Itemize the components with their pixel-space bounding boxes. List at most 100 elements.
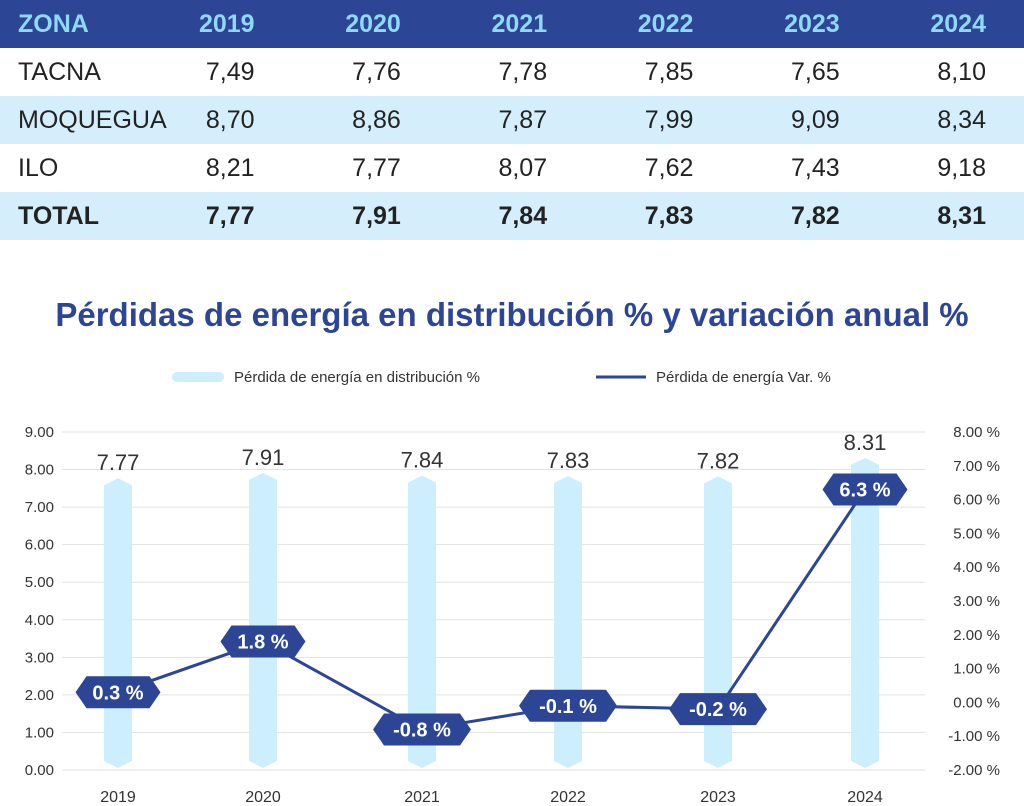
value-cell: 7,65 [791,57,840,86]
y-left-tick-label: 7.00 [25,499,54,516]
bar [104,478,132,768]
value-cell: 7,87 [498,105,548,134]
value-cell: 8,70 [205,105,255,134]
value-cell: 7,99 [644,105,694,134]
line-series: 0.3 % 1.8 % -0.8 % -0.1 % -0.2 % 6.3 % [75,473,908,746]
y-left-tick-label: 9.00 [25,424,54,441]
chart-legend: Pérdida de energía en distribución % Pérd… [172,369,831,386]
value-cell: 7,85 [644,57,694,86]
header-2021: 2021 [491,9,548,38]
y-left-tick-label: 2.00 [25,687,54,704]
value-cell: 7,83 [644,201,694,230]
legend-bar-label: Pérdida de energía en distribución % [234,369,480,386]
line-point-badge [669,693,767,726]
value-cell: 7,78 [498,57,548,86]
value-cell: 8,21 [205,153,255,182]
bar-value-label: 7.83 [547,448,590,473]
zona-table: ZONA 2019 2020 2021 2022 2023 2024 TACNA… [0,0,1024,240]
zona-cell: ILO [18,153,59,182]
value-cell: 7,91 [352,201,401,230]
value-cell: 7,76 [352,57,401,86]
chart-title: Pérdidas de energía en distribución % y … [55,296,969,333]
x-tick-label: 2023 [700,789,736,806]
value-cell: 7,62 [644,153,694,182]
bar-value-label: 7.77 [97,450,140,475]
chart: Pérdida de energía en distribución % Pérd… [25,369,1000,806]
table-header-row: ZONA 2019 2020 2021 2022 2023 2024 [0,0,1024,48]
value-cell: 7,84 [498,201,548,230]
value-cell: 7,77 [352,153,401,182]
y-left-tick-label: 4.00 [25,612,54,629]
bar [851,457,879,768]
value-cell: 8,07 [498,153,548,182]
legend-bar-swatch [172,372,224,382]
y-right-tick-label: 2.00 % [953,627,1000,644]
y-left-tick-label: 3.00 [25,649,54,666]
table-row: MOQUEGUA 8,70 8,86 7,87 7,99 9,09 8,34 [0,96,1024,144]
value-cell: 7,77 [205,201,255,230]
bar-value-label: 7.84 [401,448,444,473]
line-point-badge [220,625,306,658]
value-cell: 8,10 [937,57,986,86]
table-row: ILO 8,21 7,77 8,07 7,62 7,43 9,18 [0,144,1024,192]
bar [408,475,436,768]
value-cell: 9,09 [791,105,840,134]
x-tick-label: 2020 [245,789,281,806]
value-cell: 7,43 [791,153,840,182]
chart-axes: 0.00 1.00 2.00 3.00 4.00 5.00 6.00 7.00 8.00 9.00… [25,424,1000,806]
zona-cell: MOQUEGUA [18,105,167,134]
y-right-tick-label: 7.00 % [953,458,1000,475]
line-value-label: 6.3 % [839,479,890,501]
value-cell: 9,18 [937,153,986,182]
line-point-badge [822,473,908,506]
y-right-tick-label: 0.00 % [953,694,1000,711]
header-zona: ZONA [18,9,89,38]
value-cell: 7,82 [791,201,840,230]
bar [249,472,277,768]
y-right-tick-label: 1.00 % [953,661,1000,678]
y-right-tick-label: 3.00 % [953,593,1000,610]
value-cell: 7,49 [205,57,255,86]
y-left-tick-label: 1.00 [25,724,54,741]
x-tick-label: 2022 [550,789,586,806]
bar-value-label: 7.82 [697,448,740,473]
line-point-badge [373,713,471,746]
line-value-label: -0.8 % [393,719,451,741]
y-left-tick-label: 6.00 [25,537,54,554]
bar-value-label: 7.91 [242,445,285,470]
y-right-tick-label: 8.00 % [953,424,1000,441]
y-right-tick-label: -1.00 % [948,728,1000,745]
table-row-total: TOTAL 7,77 7,91 7,84 7,83 7,82 8,31 [0,192,1024,240]
y-right-tick-label: 6.00 % [953,492,1000,509]
x-tick-label: 2019 [100,789,136,806]
header-2022: 2022 [637,9,694,38]
legend-line-label: Pérdida de energía Var. % [656,369,831,386]
x-tick-label: 2024 [847,789,883,806]
zona-cell: TACNA [18,57,101,86]
y-left-tick-label: 0.00 [25,762,54,779]
y-right-tick-label: 4.00 % [953,559,1000,576]
line-value-label: -0.1 % [539,696,597,718]
table-row: TACNA 7,49 7,76 7,78 7,85 7,65 8,10 [0,48,1024,96]
line-point-badge [75,676,161,709]
bar [554,475,582,768]
value-cell: 8,31 [937,201,986,230]
chart-grid [62,431,925,771]
y-right-tick-label: -2.00 % [948,762,1000,779]
zona-cell: TOTAL [18,201,100,230]
y-right-tick-label: 5.00 % [953,525,1000,542]
header-2019: 2019 [198,9,255,38]
y-left-tick-label: 5.00 [25,574,54,591]
value-cell: 8,86 [352,105,401,134]
value-cell: 8,34 [937,105,986,134]
x-tick-label: 2021 [404,789,440,806]
header-2020: 2020 [345,9,401,38]
bar-value-label: 8.31 [844,430,887,455]
line-value-label: 1.8 % [237,632,288,654]
y-left-tick-label: 8.00 [25,462,54,479]
line-value-label: 0.3 % [92,682,143,704]
header-2024: 2024 [930,9,986,38]
header-2023: 2023 [784,9,840,38]
line-value-label: -0.2 % [689,699,747,721]
line-point-badge [519,689,617,722]
